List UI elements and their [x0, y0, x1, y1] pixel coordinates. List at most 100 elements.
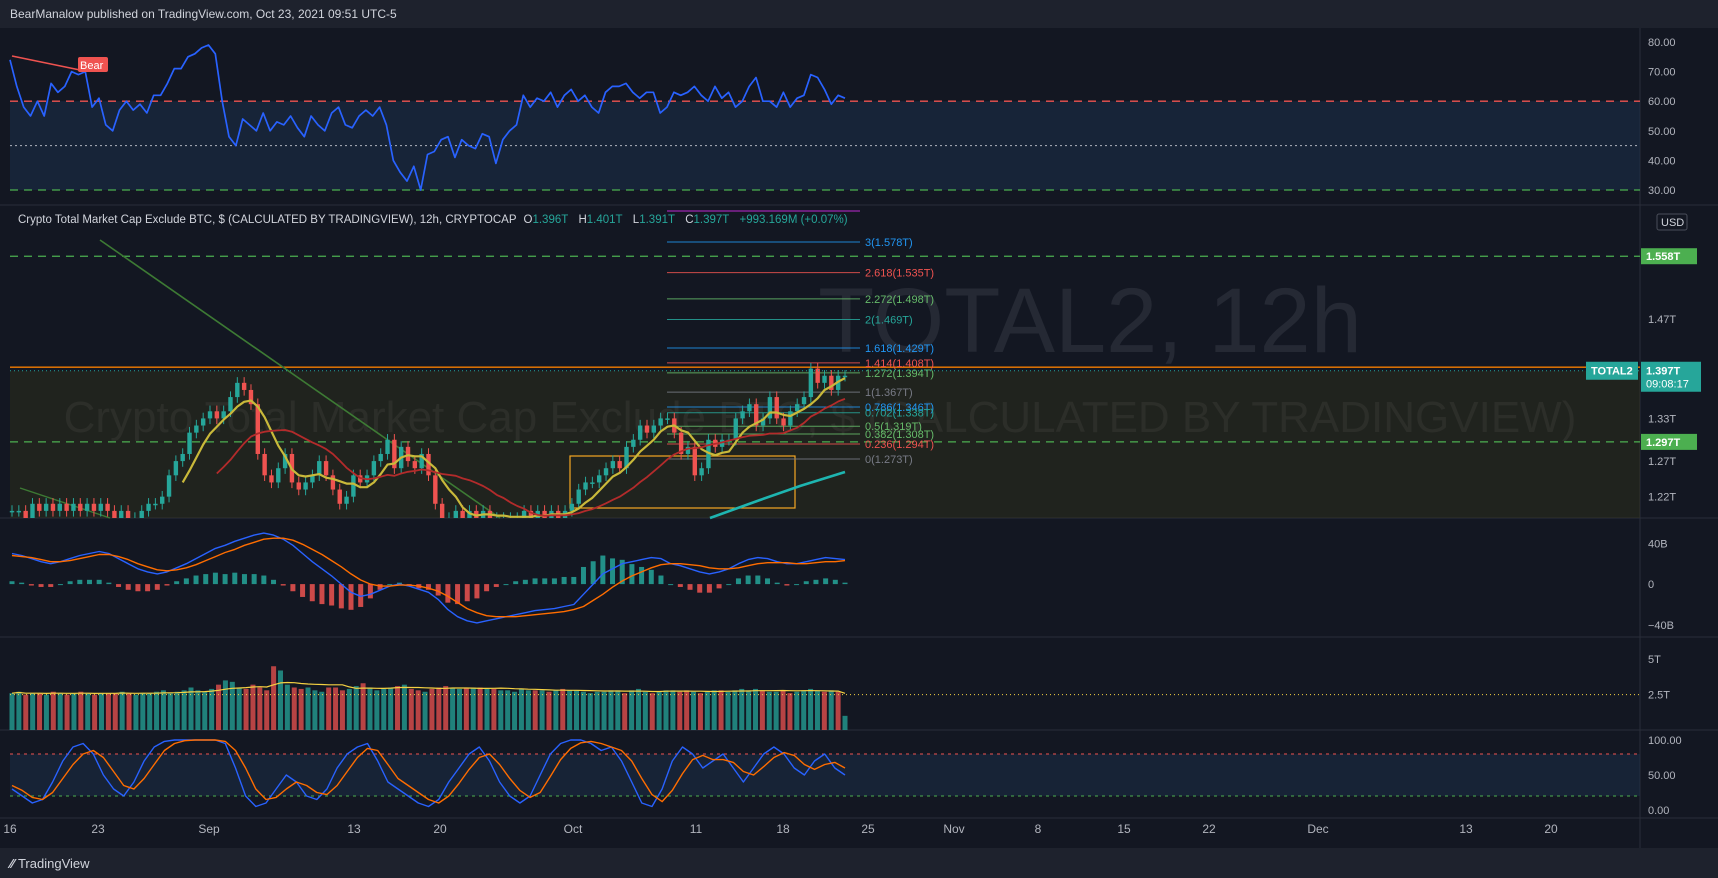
macd-histogram-bar	[222, 574, 228, 585]
macd-histogram-bar	[241, 574, 247, 585]
candle-body	[460, 510, 465, 518]
volume-bar	[126, 693, 132, 730]
legend-close: 1.397T	[693, 214, 730, 226]
macd-histogram-bar	[629, 564, 635, 585]
countdown-label: 09:08:17	[1646, 379, 1689, 391]
volume-bar	[697, 693, 703, 730]
macd-histogram-bar	[639, 566, 645, 585]
volume-bar	[518, 688, 524, 730]
candle-body	[371, 461, 377, 476]
volume-bar	[842, 715, 848, 730]
macd-histogram-bar	[745, 575, 751, 585]
time-axis-label: 20	[1544, 822, 1558, 836]
candle-body	[747, 404, 752, 412]
volume-bar	[50, 691, 56, 730]
volume-bar	[649, 693, 655, 730]
volume-bar	[202, 691, 208, 730]
time-axis-label: 13	[1459, 822, 1473, 836]
macd-histogram-bar	[687, 584, 693, 590]
macd-histogram-bar	[367, 584, 373, 599]
macd-histogram-bar	[571, 576, 577, 585]
time-axis-label: 11	[690, 822, 703, 836]
candle-body	[160, 496, 165, 504]
candle-body	[767, 397, 773, 419]
tradingview-logo[interactable]: ⁄⁄ TradingView	[10, 856, 90, 871]
macd-histogram-bar	[19, 582, 25, 585]
macd-histogram-bar	[358, 584, 364, 607]
time-axis-label: 22	[1202, 822, 1216, 836]
macd-histogram-bar	[580, 566, 586, 585]
volume-bar	[732, 690, 738, 730]
candle-body	[221, 411, 226, 419]
price-tick-label: 1.47T	[1648, 314, 1676, 326]
volume-bar	[580, 691, 586, 730]
volume-bar	[195, 690, 201, 730]
lower-trend-line	[19, 487, 111, 519]
candle-body	[651, 425, 657, 433]
volume-bar	[739, 688, 745, 730]
footer-bar: ⁄⁄ TradingView	[0, 848, 1718, 878]
macd-histogram-bar	[377, 584, 383, 590]
macd-histogram-bar	[9, 581, 15, 585]
candle-body	[542, 510, 547, 518]
rsi-tick-label: 30.00	[1648, 185, 1676, 197]
volume-bar	[415, 690, 421, 730]
volume-bar	[401, 684, 407, 730]
candle-body	[754, 404, 759, 426]
candle-body	[617, 461, 622, 469]
macd-histogram-bar	[551, 578, 557, 585]
macd-histogram-bar	[125, 584, 131, 590]
volume-bar	[608, 690, 614, 730]
fib-level-label: 1.618(1.429T)	[865, 343, 934, 355]
time-axis-label: 25	[861, 822, 875, 836]
candle-body	[180, 453, 185, 462]
volume-bar	[112, 693, 118, 730]
volume-bar	[374, 690, 380, 730]
rsi-tick-label: 60.00	[1648, 96, 1676, 108]
stoch-d-line	[11, 739, 846, 804]
symbol-tag	[1586, 361, 1638, 380]
candle-body	[392, 439, 397, 469]
volume-bar	[642, 691, 648, 730]
fib-level-label: 1.414(1.408T)	[865, 358, 934, 370]
volume-bar	[663, 690, 669, 730]
volume-bar	[560, 688, 566, 730]
volume-bar	[243, 688, 249, 730]
candle-body	[351, 475, 356, 497]
candle-body	[84, 503, 90, 511]
volume-bar	[298, 688, 304, 730]
macd-histogram-bar	[387, 584, 393, 586]
legend-low-label: L	[632, 214, 640, 226]
candle-body	[528, 510, 534, 518]
bear-divergence-line	[11, 55, 81, 71]
macd-tick-label: 40B	[1648, 538, 1668, 550]
volume-bar	[656, 691, 662, 730]
ema-short-line	[181, 377, 846, 518]
rsi-line	[9, 44, 846, 191]
candle-body	[228, 397, 233, 412]
volume-bar	[808, 688, 814, 730]
volume-bar	[684, 690, 690, 730]
candle-body	[276, 468, 281, 483]
macd-histogram-bar	[203, 574, 209, 585]
candle-body	[235, 382, 240, 398]
volume-bar	[119, 691, 125, 730]
volume-bar	[395, 686, 401, 730]
macd-histogram-bar	[348, 584, 354, 610]
candle-body	[30, 503, 35, 518]
volume-bar	[450, 687, 456, 730]
volume-bar	[594, 691, 600, 730]
candle-body	[631, 439, 636, 447]
macd-histogram-bar	[67, 581, 73, 585]
candle-body	[214, 411, 220, 419]
consolidation-box	[569, 455, 796, 509]
volume-bar	[319, 691, 325, 730]
volume-bar	[753, 688, 759, 730]
candle-body	[405, 446, 411, 462]
volume-bar	[484, 688, 490, 730]
candle-body	[692, 446, 697, 476]
candle-body	[78, 503, 83, 511]
volume-bar	[30, 693, 36, 730]
candle-body	[50, 503, 56, 511]
